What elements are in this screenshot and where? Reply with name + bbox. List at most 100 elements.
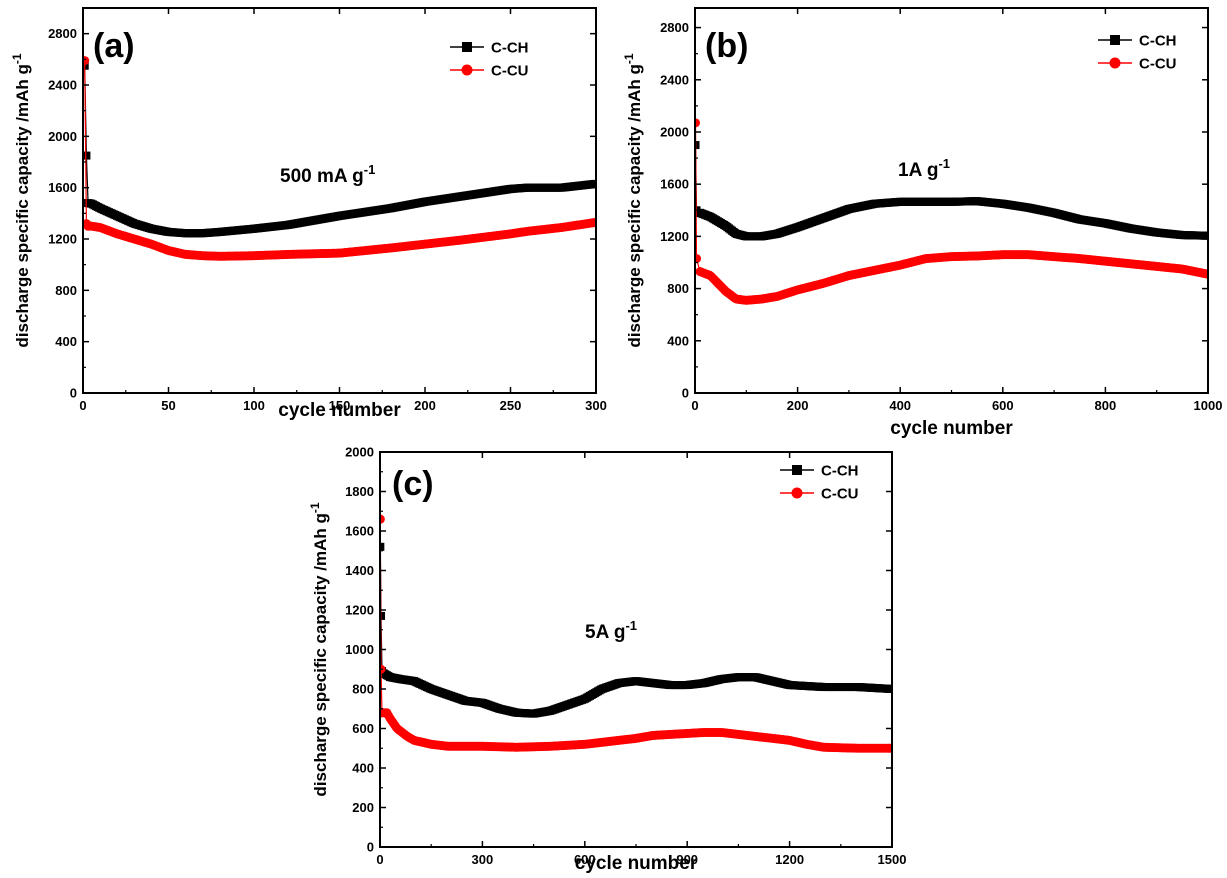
y-tick-label: 400 bbox=[667, 333, 689, 348]
y-tick-label: 800 bbox=[667, 281, 689, 296]
panel-a: 0 50 100 150 200 250 300 0 400 800 1200 1600 2000 240… bbox=[10, 7, 607, 421]
y-tick-label: 200 bbox=[352, 800, 374, 815]
x-tick-label: 300 bbox=[585, 398, 607, 413]
series-c-cu bbox=[695, 118, 1208, 305]
y-axis-label: discharge specific capacity /mAh g-1 bbox=[622, 53, 644, 347]
series-line bbox=[695, 122, 1208, 301]
legend-marker bbox=[791, 487, 803, 499]
x-tick-label: 250 bbox=[500, 398, 522, 413]
legend-entry-c-cu: C-CU bbox=[450, 63, 529, 80]
y-tick-label: 800 bbox=[352, 682, 374, 697]
series-line bbox=[695, 144, 1208, 237]
y-tick-label: 2800 bbox=[48, 26, 77, 41]
y-tick-label: 1600 bbox=[345, 524, 374, 539]
legend-entry-c-cu: C-CU bbox=[780, 486, 859, 503]
x-tick-label: 900 bbox=[676, 852, 698, 867]
legend-label: C-CU bbox=[821, 486, 859, 503]
panel-c: 0 300 600 900 1200 1500 0 200 400 600 800 1000 1200 1… bbox=[308, 445, 906, 875]
x-tick-label: 200 bbox=[414, 398, 436, 413]
series-c-ch bbox=[83, 61, 596, 238]
series-line bbox=[380, 519, 892, 749]
legend-label: C-CU bbox=[1139, 56, 1177, 73]
x-tick-label: 100 bbox=[243, 398, 265, 413]
y-tick-label: 400 bbox=[55, 334, 77, 349]
legend-marker bbox=[461, 64, 473, 76]
x-axis-label: cycle number bbox=[575, 853, 698, 874]
y-tick-label: 800 bbox=[55, 283, 77, 298]
rate-annotation: 1A g-1 bbox=[898, 156, 950, 181]
y-tick-label: 1200 bbox=[345, 603, 374, 618]
x-axis-label: cycle number bbox=[278, 400, 401, 421]
data-point bbox=[1202, 269, 1208, 279]
y-tick-label: 2400 bbox=[48, 78, 77, 93]
legend-entry-c-ch: C-CH bbox=[450, 40, 529, 57]
y-tick-label: 600 bbox=[352, 721, 374, 736]
y-tick-label: 1600 bbox=[660, 177, 689, 192]
legend-label: C-CH bbox=[491, 40, 529, 57]
legend-entry-c-ch: C-CH bbox=[1098, 33, 1177, 50]
data-point bbox=[695, 118, 701, 128]
y-tick-label: 0 bbox=[367, 840, 374, 855]
x-tick-label: 1000 bbox=[1194, 398, 1223, 413]
y-tick-label: 1200 bbox=[660, 229, 689, 244]
plot-area bbox=[380, 514, 892, 753]
data-point bbox=[886, 743, 892, 753]
y-tick-label: 1800 bbox=[345, 484, 374, 499]
plot-area bbox=[695, 118, 1208, 305]
data-point bbox=[590, 217, 596, 227]
y-axis-label: discharge specific capacity /mAh g-1 bbox=[308, 502, 330, 796]
y-tick-label: 1400 bbox=[345, 563, 374, 578]
x-tick-label: 150 bbox=[329, 398, 351, 413]
panel-label: (c) bbox=[392, 465, 434, 503]
legend-marker bbox=[792, 465, 802, 475]
data-point bbox=[695, 254, 702, 264]
x-tick-label: 1200 bbox=[775, 852, 804, 867]
data-point bbox=[591, 179, 596, 188]
x-tick-label: 600 bbox=[992, 398, 1014, 413]
data-point bbox=[380, 611, 386, 620]
data-point bbox=[83, 56, 90, 66]
data-point bbox=[83, 151, 91, 160]
panel-b: 0 200 400 600 800 1000 0 400 800 1200 1600 2000 2400… bbox=[622, 7, 1223, 439]
legend-marker bbox=[1110, 35, 1120, 45]
y-tick-label: 1200 bbox=[48, 232, 77, 247]
y-tick-label: 2400 bbox=[660, 72, 689, 87]
legend-label: C-CU bbox=[491, 63, 529, 80]
x-tick-label: 400 bbox=[889, 398, 911, 413]
panel-label: (a) bbox=[93, 27, 135, 65]
series-c-ch bbox=[380, 542, 892, 718]
x-tick-label: 50 bbox=[161, 398, 175, 413]
legend-label: C-CH bbox=[1139, 33, 1177, 50]
x-tick-label: 0 bbox=[79, 398, 86, 413]
plot-frame bbox=[379, 451, 893, 848]
legend-entry-c-cu: C-CU bbox=[1098, 56, 1177, 73]
x-tick-label: 1500 bbox=[878, 852, 907, 867]
plot-area bbox=[83, 56, 596, 261]
y-tick-label: 1600 bbox=[48, 180, 77, 195]
x-tick-label: 800 bbox=[1095, 398, 1117, 413]
y-tick-label: 2000 bbox=[660, 124, 689, 139]
y-tick-label: 2000 bbox=[48, 129, 77, 144]
legend-entry-c-ch: C-CH bbox=[780, 463, 859, 480]
data-point bbox=[695, 141, 700, 150]
legend-marker bbox=[462, 42, 472, 52]
panel-label: (b) bbox=[705, 27, 748, 65]
y-tick-label: 0 bbox=[70, 386, 77, 401]
x-tick-label: 600 bbox=[574, 852, 596, 867]
x-tick-label: 0 bbox=[691, 398, 698, 413]
y-tick-label: 0 bbox=[682, 386, 689, 401]
y-tick-label: 2000 bbox=[345, 445, 374, 460]
series-c-ch bbox=[695, 141, 1208, 241]
x-axis-label: cycle number bbox=[890, 418, 1013, 439]
x-tick-label: 0 bbox=[376, 852, 383, 867]
data-point bbox=[380, 542, 385, 551]
series-c-cu bbox=[83, 56, 596, 261]
rate-annotation: 5A g-1 bbox=[585, 618, 637, 643]
y-tick-label: 1000 bbox=[345, 642, 374, 657]
legend-label: C-CH bbox=[821, 463, 859, 480]
y-tick-label: 2800 bbox=[660, 20, 689, 35]
series-line bbox=[84, 65, 596, 234]
y-axis-label: discharge specific capacity /mAh g-1 bbox=[10, 53, 32, 347]
x-tick-label: 200 bbox=[787, 398, 809, 413]
